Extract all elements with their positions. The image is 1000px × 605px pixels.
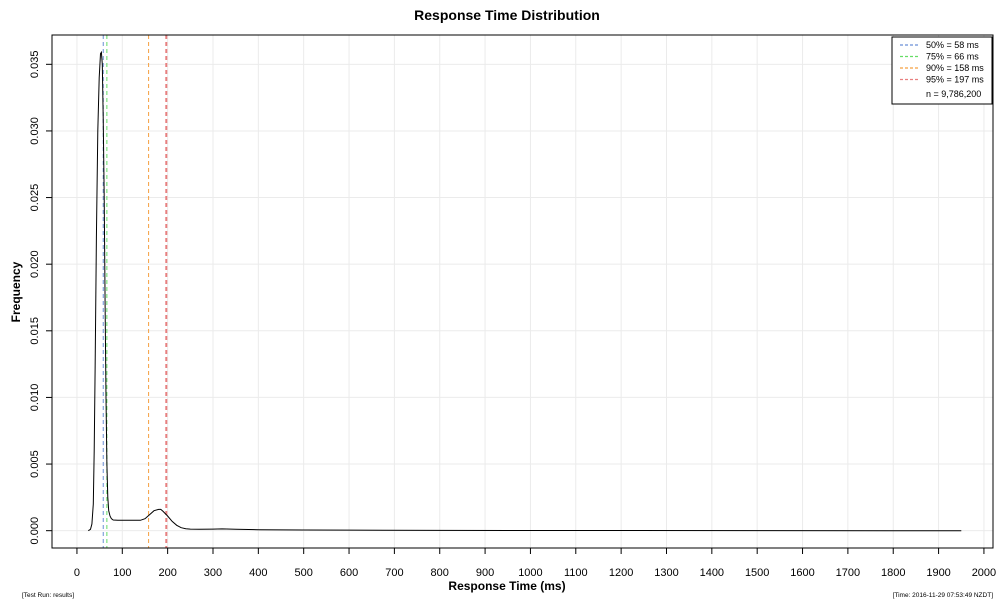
x-tick-label: 800 [431,567,449,579]
y-tick-label: 0.005 [29,450,41,478]
x-axis: 0 100 200 300 400 500 600 700 800 900 1000 1100 1200… [74,548,996,579]
legend-label: 95% = 197 ms [926,75,984,85]
legend-count: n = 9,786,200 [926,89,981,99]
x-tick-label: 300 [204,567,222,579]
x-tick-label: 1600 [790,567,814,579]
x-tick-label: 200 [158,567,176,579]
plot-frame [51,34,994,549]
x-tick-label: 1500 [745,567,769,579]
legend-label: 50% = 58 ms [926,40,979,50]
legend-label: 75% = 66 ms [926,52,979,62]
x-tick-label: 1300 [654,567,678,579]
y-tick-label: 0.010 [29,384,41,412]
x-tick-label: 400 [249,567,267,579]
y-tick-label: 0.035 [29,51,41,79]
percentile-lines [102,35,168,548]
x-tick-label: 900 [476,567,494,579]
y-tick-label: 0.030 [29,117,41,145]
x-tick-label: 1900 [926,567,950,579]
density-curve [88,50,962,532]
legend-label: 90% = 158 ms [926,63,984,73]
grid [52,35,993,548]
x-tick-label: 1400 [700,567,724,579]
x-tick-label: 500 [295,567,313,579]
x-tick-label: 1800 [881,567,905,579]
y-axis-label: Frequency [9,261,23,322]
x-axis-label: Response Time (ms) [448,579,565,593]
x-tick-label: 700 [385,567,403,579]
x-tick-label: 1100 [564,567,588,579]
x-tick-label: 2000 [972,567,996,579]
x-tick-label: 100 [113,567,131,579]
legend-box [891,36,993,105]
y-tick-label: 0.025 [29,184,41,212]
footer-time: [Time: 2016-11-29 07:53:49 NZDT] [893,592,994,599]
x-tick-label: 1200 [609,567,633,579]
y-tick-label: 0.000 [29,517,41,545]
chart-title: Response Time Distribution [414,7,600,23]
y-tick-label: 0.015 [29,317,41,345]
footer-test-run: [Test Run: results] [22,592,74,599]
x-tick-label: 600 [340,567,358,579]
y-axis: 0.000 0.005 0.010 0.015 0.020 0.025 0.030 0.035 [29,51,52,545]
y-tick-label: 0.020 [29,250,41,278]
x-tick-label: 0 [74,567,80,579]
x-tick-label: 1000 [518,567,542,579]
x-tick-label: 1700 [836,567,860,579]
